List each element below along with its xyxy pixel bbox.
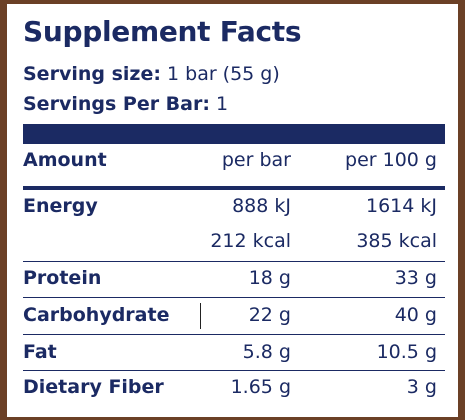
per-100g-value: 1614 kJ <box>366 195 437 217</box>
text-cursor <box>200 303 201 329</box>
servings-per-bar-value: 1 <box>216 93 229 115</box>
serving-size-line: Serving size: 1 bar (55 g) <box>23 63 280 85</box>
serving-size-value: 1 bar (55 g) <box>167 63 280 85</box>
per-bar-value: 212 kcal <box>210 230 291 252</box>
table-row: Protein 18 g 33 g <box>7 267 458 297</box>
supplement-facts-panel: Supplement Facts Serving size: 1 bar (55… <box>7 4 458 417</box>
table-row: Dietary Fiber 1.65 g 3 g <box>7 376 458 406</box>
table-row: Fat 5.8 g 10.5 g <box>7 341 458 371</box>
nutrient-label: Dietary Fiber <box>23 376 164 398</box>
per-100g-header: per 100 g <box>345 149 437 171</box>
servings-per-bar-label: Servings Per Bar: <box>23 93 210 115</box>
per-100g-value: 385 kcal <box>356 230 437 252</box>
table-row: 212 kcal 385 kcal <box>7 230 458 260</box>
header-divider <box>23 186 445 190</box>
row-divider <box>23 261 445 262</box>
row-divider <box>23 334 445 335</box>
row-divider <box>23 297 445 298</box>
per-bar-value: 888 kJ <box>232 195 291 217</box>
per-bar-header: per bar <box>221 149 291 171</box>
nutrient-label: Fat <box>23 341 57 363</box>
amount-header: Amount <box>23 149 107 171</box>
row-divider <box>23 370 445 371</box>
servings-per-bar-line: Servings Per Bar: 1 <box>23 93 228 115</box>
nutrient-label: Protein <box>23 267 102 289</box>
table-row: Carbohydrate 22 g 40 g <box>7 304 458 334</box>
per-bar-value: 22 g <box>248 304 291 326</box>
supplement-facts-frame: Supplement Facts Serving size: 1 bar (55… <box>7 4 458 417</box>
per-bar-value: 5.8 g <box>242 341 291 363</box>
nutrient-label: Carbohydrate <box>23 304 170 326</box>
thick-divider <box>23 124 445 144</box>
per-100g-value: 10.5 g <box>376 341 437 363</box>
per-bar-value: 1.65 g <box>230 376 291 398</box>
table-row: Energy 888 kJ 1614 kJ <box>7 195 458 225</box>
per-100g-value: 40 g <box>394 304 437 326</box>
panel-title: Supplement Facts <box>23 15 302 48</box>
serving-size-label: Serving size: <box>23 63 161 85</box>
per-100g-value: 3 g <box>406 376 437 398</box>
nutrient-label: Energy <box>23 195 98 217</box>
per-100g-value: 33 g <box>394 267 437 289</box>
header-row: Amount per bar per 100 g <box>7 149 458 179</box>
per-bar-value: 18 g <box>248 267 291 289</box>
